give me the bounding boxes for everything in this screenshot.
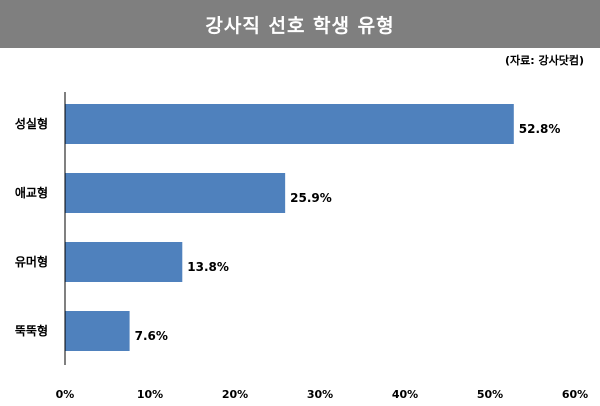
source-note: (자료: 강사닷컴) bbox=[504, 54, 584, 67]
value-label: 13.8% bbox=[187, 260, 229, 274]
x-tick-label: 60% bbox=[562, 388, 588, 401]
x-tick-label: 40% bbox=[392, 388, 418, 401]
x-tick-labels-group: 0% 10% 20% 30% 40% 50% 60% bbox=[56, 388, 589, 401]
chart-title: 강사직 선호 학생 유형 bbox=[205, 14, 395, 37]
x-tick-label: 30% bbox=[307, 388, 333, 401]
bar-2 bbox=[65, 173, 286, 213]
value-labels-group: 52.8% 25.9% 13.8% 7.6% bbox=[135, 122, 561, 343]
x-tick-label: 50% bbox=[477, 388, 503, 401]
value-label: 25.9% bbox=[290, 191, 332, 205]
category-label: 성실형 bbox=[15, 116, 48, 131]
x-tick-label: 20% bbox=[222, 388, 248, 401]
bars-group bbox=[65, 104, 514, 351]
category-label: 유머형 bbox=[15, 254, 48, 269]
x-tick-label: 0% bbox=[56, 388, 75, 401]
value-label: 7.6% bbox=[135, 329, 168, 343]
bar-1 bbox=[65, 104, 514, 144]
bar-4 bbox=[65, 311, 130, 351]
category-label: 뚝뚝형 bbox=[15, 323, 48, 338]
category-label: 애교형 bbox=[15, 185, 48, 200]
bar-3 bbox=[65, 242, 183, 282]
value-label: 52.8% bbox=[519, 122, 561, 136]
title-bar: 강사직 선호 학생 유형 bbox=[0, 0, 600, 48]
x-tick-label: 10% bbox=[137, 388, 163, 401]
